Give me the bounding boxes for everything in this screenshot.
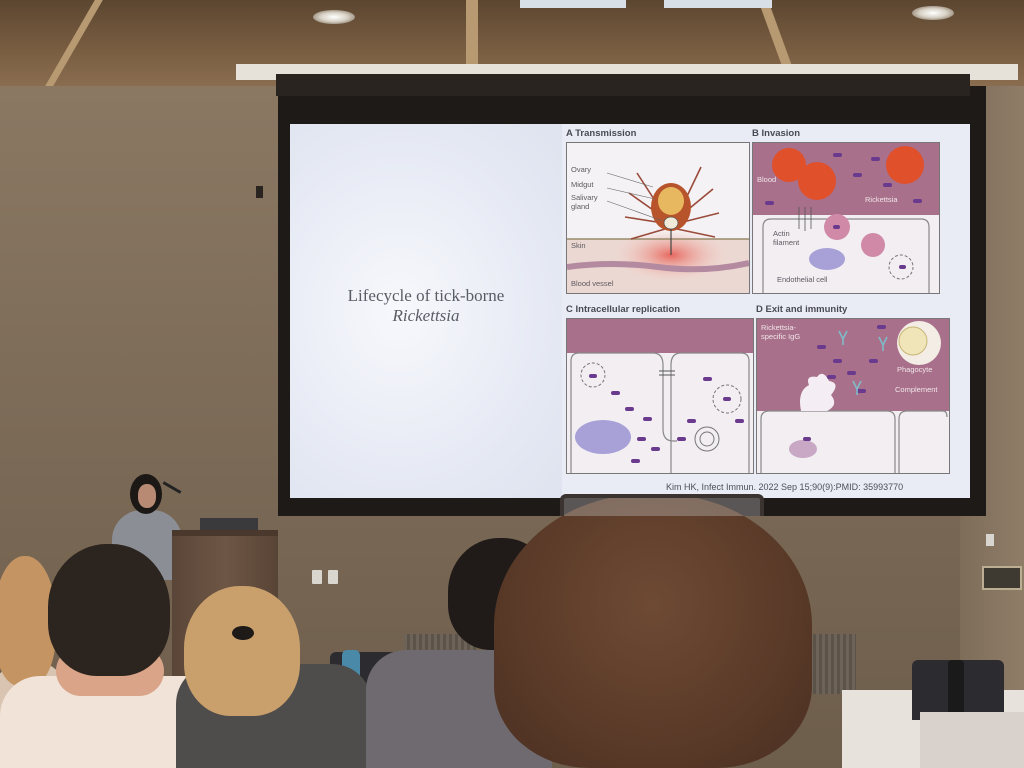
hair-tie (232, 626, 254, 640)
panel-d-exit-and-immunity: Rickettsia- specific IgG Phagocyte Compl… (756, 318, 950, 474)
laptop (200, 518, 258, 530)
label-skin: Skin (571, 241, 586, 250)
wall-outlet (328, 570, 338, 584)
audience-member-hair (48, 544, 170, 676)
audience-member-hair-foreground (494, 494, 812, 768)
slide-title-line-1: Lifecycle of tick-borne (347, 286, 505, 305)
ceiling-light (912, 6, 954, 20)
wall-control-panel (982, 566, 1022, 590)
label-actin: Actin (773, 229, 790, 238)
slide-title: Lifecycle of tick-borne Rickettsia (290, 286, 562, 326)
label-filament: filament (773, 238, 800, 247)
ceiling-fixture (664, 0, 772, 8)
wall-vent (810, 634, 856, 694)
table-cloth (920, 712, 1024, 768)
label-ovary: Ovary (571, 165, 592, 174)
panel-d-illustration (757, 319, 949, 473)
label-salivary: Salivary (571, 193, 598, 202)
presentation-slide: Lifecycle of tick-borne Rickettsia A Tra… (290, 124, 970, 498)
panel-a-transmission: Ovary Midgut Salivary gland Skin Blood v… (566, 142, 750, 294)
panel-b-label: B Invasion (752, 128, 801, 139)
wall-outlet (312, 570, 322, 584)
panel-d-label: D Exit and immunity (756, 304, 848, 315)
projection-screen-housing (276, 74, 970, 96)
label-phagocyte: Phagocyte (897, 365, 933, 374)
speaker-face (138, 484, 156, 508)
slide-title-line-2: Rickettsia (392, 306, 460, 325)
label-complement: Complement (895, 385, 938, 394)
ceiling-light (313, 10, 355, 24)
panel-a-label: A Transmission (566, 128, 637, 139)
ceiling-fixture (520, 0, 626, 8)
wall-switch (986, 534, 994, 546)
panel-a-illustration (567, 166, 749, 293)
label-midgut: Midgut (571, 180, 594, 189)
label-blood: Blood (757, 175, 777, 184)
panel-b-illustration (753, 143, 939, 293)
panel-c-label: C Intracellular replication (566, 304, 681, 315)
slide-title-area: Lifecycle of tick-borne Rickettsia (290, 124, 562, 498)
panel-b-invasion: Blood Rickettsia Actin filament Endothel… (752, 142, 940, 294)
panel-c-illustration (567, 319, 753, 473)
audience-member-hair (0, 556, 56, 686)
panel-c-intracellular-replication (566, 318, 754, 474)
audience-member-hair (184, 586, 300, 716)
label-blood-vessel: Blood vessel (571, 279, 614, 288)
slide-citation: Kim HK, Infect Immun. 2022 Sep 15;90(9):… (666, 482, 904, 492)
label-endothelial-cell: Endothelial cell (777, 275, 828, 284)
ceiling-beam (466, 0, 478, 70)
sunglasses-on-head (560, 494, 764, 516)
wall-sensor (256, 186, 263, 198)
bottle (948, 660, 964, 716)
label-rickettsia: Rickettsia (865, 195, 898, 204)
label-specific-igg: specific IgG (761, 332, 801, 341)
label-rickettsia-specific: Rickettsia- (761, 323, 797, 332)
label-gland: gland (571, 202, 590, 211)
